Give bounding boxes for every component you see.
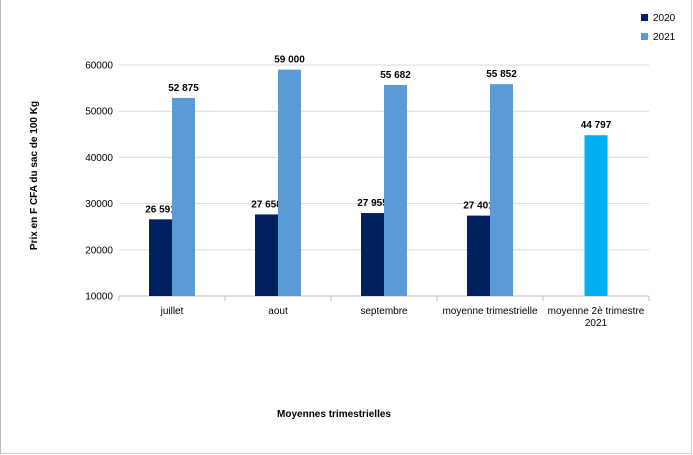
legend-swatch-2020 [641,14,648,21]
bar-2020-1 [255,214,278,296]
x-tick-label: 2021 [585,318,608,329]
x-tick-label: septembre [360,306,408,317]
bar-2021-3 [490,84,513,296]
bar-2021-0 [172,97,195,296]
legend-label: 2020 [653,13,676,24]
data-label: 52 875 [168,83,199,94]
x-tick-label: juillet [160,306,184,317]
y-tick-label: 10000 [85,292,113,303]
bar-2020-0 [149,219,172,296]
y-tick-label: 40000 [85,153,113,164]
bar-2020-2 [361,213,384,296]
bar-2020-3 [467,215,490,296]
bar-extra-4 [584,135,608,296]
y-tick-label: 20000 [85,245,113,256]
data-label: 59 000 [274,55,305,66]
data-label: 27 658 [251,199,282,210]
y-tick-label: 30000 [85,199,113,210]
data-label: 44 797 [581,120,612,131]
data-label: 55 682 [380,70,411,81]
x-tick-label: moyenne trimestrielle [442,306,537,317]
x-tick-label: aout [268,306,288,317]
legend-label: 2021 [653,32,676,43]
data-label: 26 591 [145,204,176,215]
data-label: 27 955 [357,198,388,209]
y-tick-label: 50000 [85,107,113,118]
x-axis-title: Moyennes trimestrielles [277,409,391,420]
bar-2021-2 [384,84,407,296]
x-tick-label: moyenne 2è trimestre [548,306,645,317]
y-tick-label: 60000 [85,61,113,72]
data-label: 27 401 [463,201,494,212]
legend-swatch-2021 [641,33,648,40]
data-label: 55 852 [486,69,517,80]
bar-2021-1 [278,69,301,297]
y-axis-title: Prix en F CFA du sac de 100 Kg [29,101,40,250]
